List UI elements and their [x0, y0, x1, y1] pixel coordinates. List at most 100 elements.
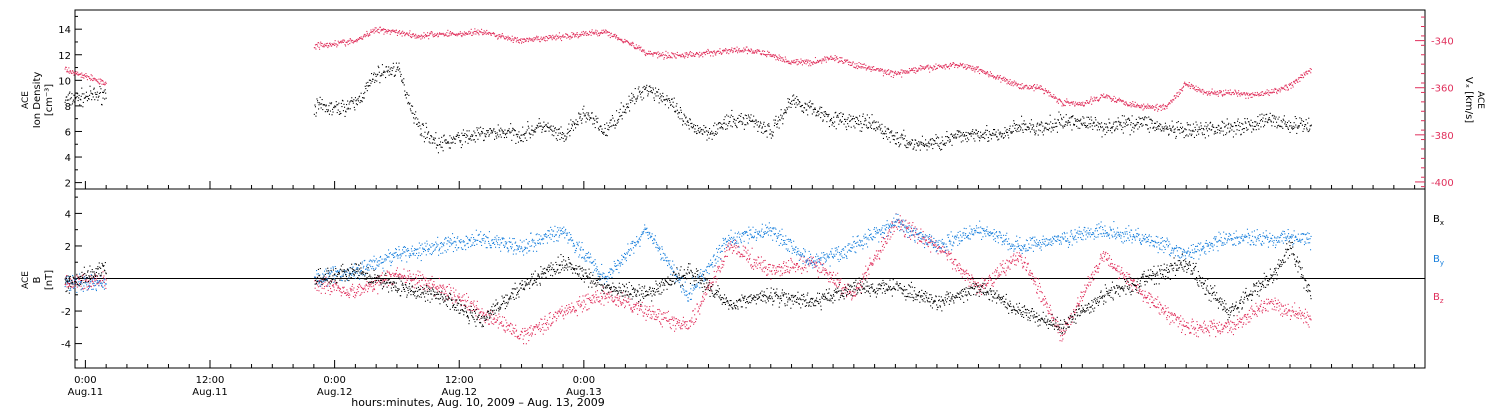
- density-point: [454, 142, 456, 144]
- velocity-point: [376, 30, 378, 32]
- velocity-point: [591, 29, 593, 31]
- velocity-point: [1062, 103, 1064, 105]
- density-point: [978, 136, 980, 138]
- bz-point: [664, 317, 666, 319]
- bz-point: [332, 285, 334, 287]
- velocity-point: [944, 64, 946, 66]
- velocity-point: [572, 34, 574, 36]
- velocity-point: [997, 78, 999, 80]
- density-point: [654, 93, 656, 95]
- velocity-point: [482, 32, 484, 34]
- velocity-point: [732, 50, 734, 52]
- velocity-point: [963, 66, 965, 68]
- density-point: [590, 117, 592, 119]
- density-point: [474, 132, 476, 134]
- density-point: [426, 126, 428, 128]
- bz-point: [560, 310, 562, 312]
- velocity-point: [880, 70, 882, 72]
- velocity-point: [1135, 104, 1137, 106]
- density-point: [346, 108, 348, 110]
- density-point: [67, 99, 69, 101]
- density-point: [1293, 122, 1295, 124]
- velocity-point: [1123, 103, 1125, 105]
- bz-point: [457, 296, 459, 298]
- density-point: [892, 138, 894, 140]
- density-point: [647, 95, 649, 97]
- density-point: [979, 140, 981, 142]
- velocity-point: [639, 47, 641, 49]
- density-point: [1223, 122, 1225, 124]
- velocity-point: [415, 33, 417, 35]
- density-point: [541, 131, 543, 133]
- density-point: [417, 118, 419, 120]
- density-point: [587, 118, 589, 120]
- density-point: [476, 129, 478, 131]
- velocity-point: [995, 77, 997, 79]
- density-point: [1236, 129, 1238, 131]
- density-point: [1085, 126, 1087, 128]
- bz-point: [459, 299, 461, 301]
- density-point: [1061, 119, 1063, 121]
- velocity-point: [720, 53, 722, 55]
- density-point: [425, 137, 427, 139]
- velocity-point: [1212, 92, 1214, 94]
- bz-point: [669, 326, 671, 328]
- density-point: [1221, 120, 1223, 122]
- velocity-point: [433, 34, 435, 36]
- velocity-point: [970, 65, 972, 67]
- velocity-point: [1281, 87, 1283, 89]
- velocity-point: [357, 38, 359, 40]
- velocity-point: [82, 74, 84, 76]
- density-point: [818, 110, 820, 112]
- velocity-point: [543, 36, 545, 38]
- velocity-point: [1213, 92, 1215, 94]
- velocity-point: [1021, 83, 1023, 85]
- density-point: [588, 115, 590, 117]
- velocity-point: [551, 39, 553, 41]
- velocity-point: [1044, 88, 1046, 90]
- velocity-point: [67, 71, 69, 73]
- velocity-point: [499, 35, 501, 37]
- velocity-point: [594, 33, 596, 35]
- density-point: [544, 130, 546, 132]
- bz-point: [525, 343, 527, 345]
- density-point: [917, 145, 919, 147]
- density-point: [1158, 125, 1160, 127]
- density-point: [1242, 128, 1244, 130]
- density-point: [902, 138, 904, 140]
- density-point: [868, 117, 870, 119]
- velocity-point: [381, 28, 383, 30]
- velocity-point: [1122, 99, 1124, 101]
- velocity-point: [1080, 104, 1082, 106]
- velocity-point: [1041, 88, 1043, 90]
- density-point: [563, 140, 565, 142]
- velocity-point: [1061, 101, 1063, 103]
- density-point: [1257, 125, 1259, 127]
- bz-point: [528, 340, 530, 342]
- velocity-point: [617, 39, 619, 41]
- bz-point: [342, 287, 344, 289]
- density-point: [834, 121, 836, 123]
- bz-point: [614, 299, 616, 301]
- velocity-point: [1209, 94, 1211, 96]
- density-point: [677, 116, 679, 118]
- velocity-point: [369, 34, 371, 36]
- density-point: [1090, 123, 1092, 125]
- density-point: [879, 124, 881, 126]
- velocity-point: [845, 61, 847, 63]
- density-point: [1207, 124, 1209, 126]
- velocity-point: [949, 64, 951, 66]
- velocity-point: [1029, 85, 1031, 87]
- density-point: [1068, 117, 1070, 119]
- velocity-point: [765, 54, 767, 56]
- velocity-point: [350, 41, 352, 43]
- field-label-mission: ACE: [21, 271, 31, 289]
- density-point: [732, 116, 734, 118]
- velocity-point: [466, 33, 468, 35]
- velocity-point: [839, 60, 841, 62]
- velocity-point: [332, 44, 334, 46]
- bz-point: [439, 285, 441, 287]
- bz-point: [435, 286, 437, 288]
- density-point: [796, 96, 798, 98]
- velocity-point: [1056, 101, 1058, 103]
